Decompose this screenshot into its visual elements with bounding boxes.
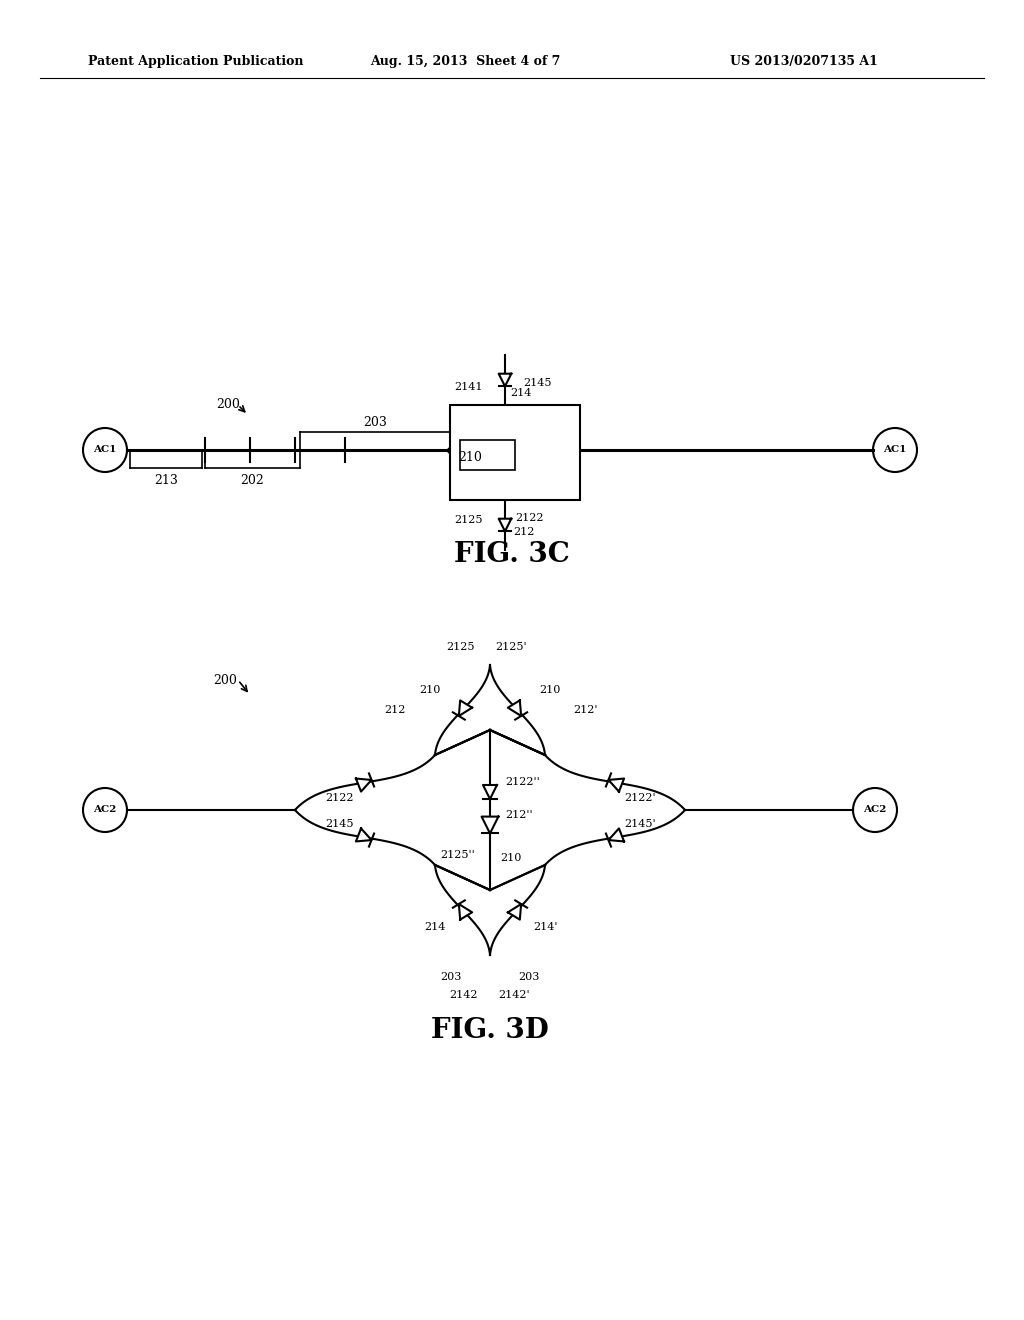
Text: 2122': 2122' bbox=[625, 793, 655, 803]
Text: 212: 212 bbox=[513, 527, 535, 537]
Text: Aug. 15, 2013  Sheet 4 of 7: Aug. 15, 2013 Sheet 4 of 7 bbox=[370, 55, 560, 69]
Text: 214: 214 bbox=[510, 388, 531, 399]
Text: 2125'': 2125'' bbox=[440, 850, 475, 861]
Text: 2122: 2122 bbox=[326, 793, 354, 803]
Text: 203: 203 bbox=[440, 972, 462, 982]
Text: Patent Application Publication: Patent Application Publication bbox=[88, 55, 303, 69]
Polygon shape bbox=[459, 701, 472, 715]
Text: 212: 212 bbox=[384, 705, 406, 715]
Text: 212'': 212'' bbox=[505, 810, 532, 820]
Polygon shape bbox=[356, 829, 372, 841]
Text: 2122: 2122 bbox=[515, 513, 544, 523]
Text: 200: 200 bbox=[216, 397, 240, 411]
Text: 2125: 2125 bbox=[446, 642, 475, 652]
Text: 214: 214 bbox=[424, 921, 445, 932]
Polygon shape bbox=[608, 829, 624, 841]
Text: 210: 210 bbox=[500, 853, 521, 863]
Text: 213: 213 bbox=[154, 474, 178, 487]
Text: 2145: 2145 bbox=[326, 818, 354, 829]
Text: 2122'': 2122'' bbox=[505, 777, 540, 787]
Text: 2142: 2142 bbox=[450, 990, 478, 1001]
Bar bbox=[460, 440, 515, 470]
Polygon shape bbox=[459, 904, 472, 920]
Polygon shape bbox=[481, 817, 499, 833]
Polygon shape bbox=[608, 779, 624, 792]
Text: 2142': 2142' bbox=[498, 990, 529, 1001]
Polygon shape bbox=[483, 785, 497, 799]
Text: AC2: AC2 bbox=[863, 805, 887, 814]
Bar bbox=[450, 405, 580, 500]
Text: 210: 210 bbox=[458, 450, 482, 463]
Text: 2141: 2141 bbox=[455, 381, 483, 392]
Text: AC2: AC2 bbox=[93, 805, 117, 814]
Text: 203: 203 bbox=[364, 416, 387, 429]
Text: FIG. 3C: FIG. 3C bbox=[454, 541, 570, 569]
Polygon shape bbox=[508, 904, 521, 920]
Text: 210: 210 bbox=[540, 685, 561, 696]
Text: 2125': 2125' bbox=[495, 642, 526, 652]
Text: 2125: 2125 bbox=[455, 515, 483, 525]
Polygon shape bbox=[499, 519, 511, 531]
Text: 203: 203 bbox=[518, 972, 540, 982]
Text: AC1: AC1 bbox=[884, 446, 906, 454]
Text: FIG. 3D: FIG. 3D bbox=[431, 1016, 549, 1044]
Text: 200: 200 bbox=[213, 673, 237, 686]
Text: 212': 212' bbox=[572, 705, 597, 715]
Polygon shape bbox=[508, 701, 521, 715]
Text: 214': 214' bbox=[532, 921, 557, 932]
Polygon shape bbox=[499, 374, 511, 387]
Text: AC1: AC1 bbox=[93, 446, 117, 454]
Polygon shape bbox=[356, 779, 372, 792]
Text: 2145': 2145' bbox=[625, 818, 655, 829]
Text: US 2013/0207135 A1: US 2013/0207135 A1 bbox=[730, 55, 878, 69]
Text: 210: 210 bbox=[419, 685, 440, 696]
Text: 2145: 2145 bbox=[523, 378, 552, 388]
Text: 202: 202 bbox=[241, 474, 264, 487]
